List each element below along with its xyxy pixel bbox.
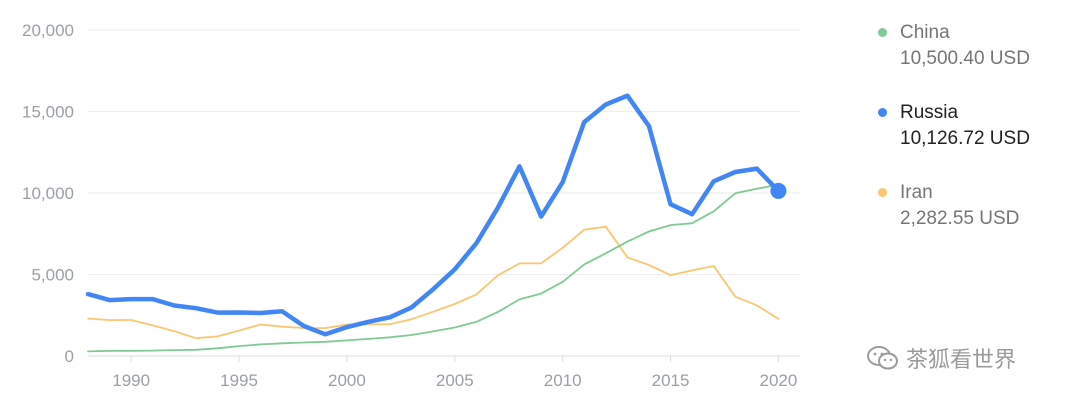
x-tick-label: 1995 <box>220 371 258 390</box>
x-tick-label: 2015 <box>652 371 690 390</box>
legend-name: Russia <box>900 102 959 123</box>
legend-value: 10,126.72 USD <box>900 128 1030 149</box>
x-axis-ticks: 1990 1995 2000 2005 2010 2015 2020 <box>112 356 797 390</box>
series-endpoint-russia[interactable] <box>770 182 787 199</box>
x-tick-label: 2020 <box>760 371 798 390</box>
legend-value: 10,500.40 USD <box>900 48 1030 69</box>
series-line-russia[interactable] <box>85 93 781 337</box>
x-tick-label: 2000 <box>328 371 366 390</box>
legend-dot-china <box>878 28 887 37</box>
legend-item-russia[interactable]: Russia 10,126.72 USD <box>878 100 1078 152</box>
x-tick-label: 2010 <box>544 371 582 390</box>
legend-name: Iran <box>900 182 933 203</box>
watermark: 茶狐看世界 <box>866 342 1016 374</box>
y-tick-label: 5,000 <box>31 266 74 285</box>
watermark-text: 茶狐看世界 <box>906 347 1017 372</box>
legend-item-iran[interactable]: Iran 2,282.55 USD <box>878 180 1078 232</box>
y-tick-label: 15,000 <box>22 103 74 122</box>
legend-value: 2,282.55 USD <box>900 208 1020 229</box>
legend-item-china[interactable]: China 10,500.40 USD <box>878 20 1078 72</box>
y-tick-label: 10,000 <box>22 184 74 203</box>
y-tick-label: 0 <box>65 347 74 366</box>
legend: China 10,500.40 USD Russia 10,126.72 USD… <box>878 20 1078 260</box>
y-tick-label: 20,000 <box>22 21 74 40</box>
series-lines <box>85 93 787 353</box>
line-chart: 0 5,000 10,000 15,000 20,000 1990 1995 2000 200… <box>22 21 800 390</box>
x-tick-label: 1990 <box>112 371 150 390</box>
legend-dot-russia <box>878 108 887 117</box>
series-line-china[interactable] <box>87 183 780 353</box>
y-axis-ticks: 0 5,000 10,000 15,000 20,000 <box>22 21 74 366</box>
legend-name: China <box>900 22 950 43</box>
series-line-iran[interactable] <box>87 225 780 340</box>
wechat-icon <box>867 346 898 370</box>
legend-dot-iran <box>878 188 887 197</box>
gridlines <box>88 29 800 357</box>
x-tick-label: 2005 <box>436 371 474 390</box>
